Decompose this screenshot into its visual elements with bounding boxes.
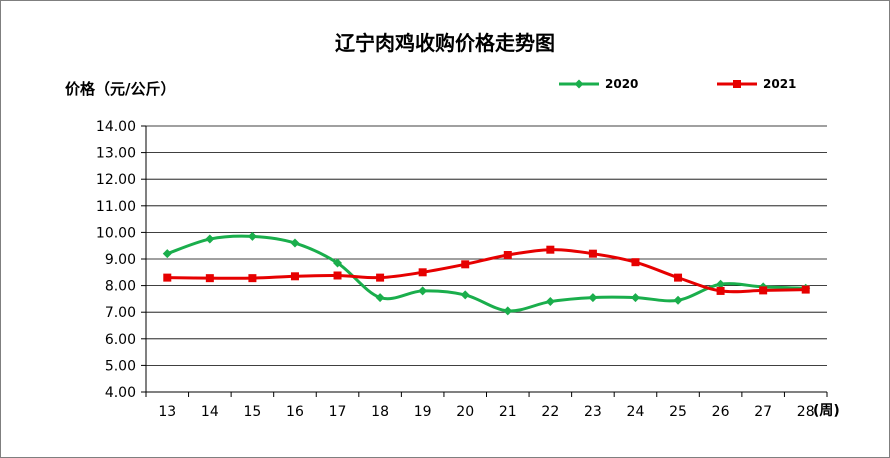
x-tick-label: 28 xyxy=(797,404,815,420)
x-axis-unit-label: (周) xyxy=(813,403,840,419)
series-2021 xyxy=(163,245,810,295)
data-point-2021 xyxy=(801,285,810,294)
data-point-2021 xyxy=(674,273,683,282)
legend-label: 2021 xyxy=(763,77,796,91)
chart-title: 辽宁肉鸡收购价格走势图 xyxy=(335,31,555,55)
series-lines xyxy=(162,231,811,316)
data-point-2020 xyxy=(545,297,555,307)
data-point-2021 xyxy=(546,245,555,254)
x-tick-label: 23 xyxy=(584,404,602,420)
data-point-2021 xyxy=(376,273,385,282)
x-tick-label: 18 xyxy=(371,404,389,420)
axes xyxy=(141,125,828,397)
x-tick-label: 25 xyxy=(669,404,687,420)
series-line-2021 xyxy=(167,248,806,294)
legend-entry-2021: 2021 xyxy=(717,77,796,91)
data-point-2020 xyxy=(375,293,385,303)
data-point-2021 xyxy=(205,274,214,283)
data-point-2020 xyxy=(673,295,683,305)
x-tick-label: 13 xyxy=(158,404,176,420)
y-tick-label: 4.00 xyxy=(105,385,136,401)
y-axis-label: 价格（元/公斤） xyxy=(65,80,175,98)
series-2020 xyxy=(162,231,811,316)
data-point-2021 xyxy=(248,274,257,283)
data-point-2020 xyxy=(290,238,300,248)
data-point-2021 xyxy=(163,273,172,282)
y-tick-label: 9.00 xyxy=(105,252,136,268)
data-point-2020 xyxy=(418,286,428,296)
x-tick-label: 16 xyxy=(286,404,304,420)
data-point-2020 xyxy=(630,293,640,303)
data-point-2020 xyxy=(588,293,598,303)
data-point-2021 xyxy=(503,251,512,260)
x-tick-label: 17 xyxy=(329,404,347,420)
y-tick-label: 8.00 xyxy=(105,279,136,295)
series-line-2020 xyxy=(166,234,806,313)
data-point-2020 xyxy=(503,306,513,316)
y-tick-label: 5.00 xyxy=(105,358,136,374)
x-tick-label: 24 xyxy=(627,404,645,420)
x-tick-label: 14 xyxy=(201,404,219,420)
x-tick-label: 19 xyxy=(414,404,432,420)
y-tick-label: 10.00 xyxy=(96,225,136,241)
y-tick-label: 12.00 xyxy=(96,172,136,188)
y-tick-label: 7.00 xyxy=(105,305,136,321)
x-tick-label: 21 xyxy=(499,404,517,420)
data-point-2021 xyxy=(461,260,470,269)
data-point-2020 xyxy=(333,258,343,268)
data-point-2020 xyxy=(460,290,470,300)
y-tick-label: 14.00 xyxy=(96,119,136,135)
x-tick-label: 15 xyxy=(243,404,261,420)
x-tick-label: 20 xyxy=(456,404,474,420)
legend-swatch-marker xyxy=(574,79,584,89)
data-point-2020 xyxy=(716,279,726,289)
data-point-2021 xyxy=(588,249,597,258)
data-point-2021 xyxy=(631,258,640,267)
legend-swatch-marker xyxy=(733,80,741,88)
x-tick-label: 27 xyxy=(754,404,772,420)
legend-entry-2020: 2020 xyxy=(559,77,638,91)
tick-labels: 4.00 5.00 6.00 7.00 8.00 9.00 10.00 11.00 12.00 1… xyxy=(96,119,815,420)
data-point-2021 xyxy=(290,272,299,281)
y-tick-label: 6.00 xyxy=(105,332,136,348)
data-point-2021 xyxy=(716,286,725,295)
legend-label: 2020 xyxy=(605,77,638,91)
data-point-2021 xyxy=(418,268,427,277)
legend: 2020 2021 xyxy=(559,77,796,91)
gridlines xyxy=(146,125,827,366)
data-point-2020 xyxy=(205,234,215,244)
y-tick-label: 11.00 xyxy=(96,199,136,215)
x-tick-label: 22 xyxy=(541,404,559,420)
y-tick-label: 13.00 xyxy=(96,146,136,162)
data-point-2021 xyxy=(333,271,342,280)
x-tick-label: 26 xyxy=(712,404,730,420)
data-point-2021 xyxy=(759,286,768,295)
data-point-2020 xyxy=(162,249,172,259)
data-point-2020 xyxy=(247,231,257,241)
